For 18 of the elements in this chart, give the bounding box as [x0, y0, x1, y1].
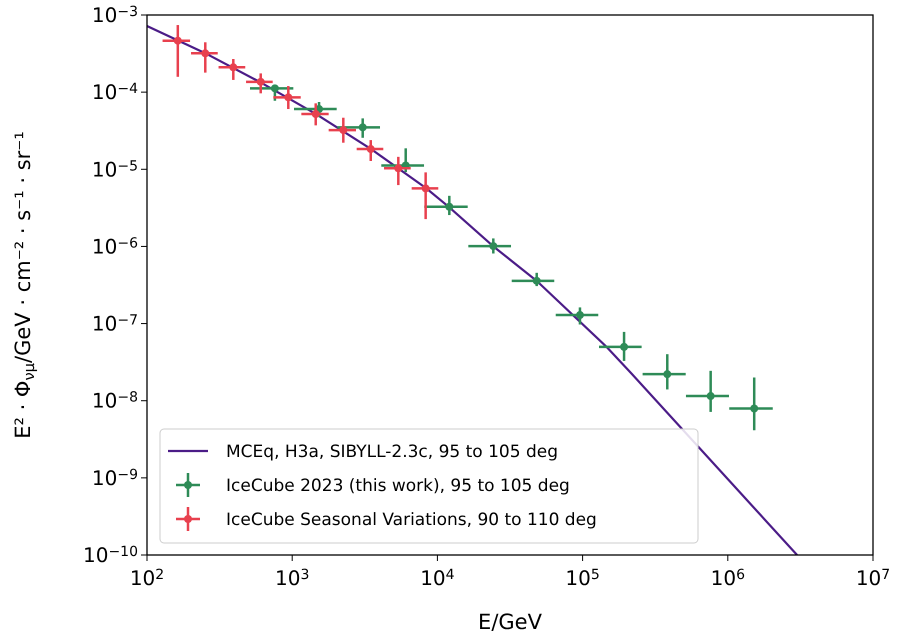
- x-tick-label: 10$^{5}$: [565, 566, 600, 590]
- x-tick-label: 10$^{7}$: [856, 566, 890, 590]
- y-tick-label: 10$^{−10}$: [83, 543, 138, 567]
- x-tick-label: 10$^{3}$: [275, 566, 310, 590]
- y-tick-label: 10$^{−3}$: [92, 3, 138, 27]
- legend-label: MCEq, H3a, SIBYLL-2.3c, 95 to 105 deg: [226, 442, 558, 462]
- x-tick-label: 10$^{4}$: [420, 566, 455, 590]
- legend-label: IceCube Seasonal Variations, 90 to 110 deg: [226, 510, 597, 530]
- y-tick-label: 10$^{−4}$: [92, 80, 138, 104]
- y-tick-label: 10$^{−6}$: [92, 234, 138, 258]
- y-tick-label: 10$^{−5}$: [92, 157, 138, 182]
- y-tick-label: 10$^{−9}$: [92, 466, 138, 490]
- y-tick-label: 10$^{−8}$: [92, 388, 138, 413]
- x-axis-title: E/GeV: [478, 610, 543, 634]
- x-tick-label: 10$^{2}$: [130, 566, 164, 590]
- y-tick-label: 10$^{−7}$: [92, 312, 138, 336]
- x-tick-label: 10$^{6}$: [710, 566, 746, 590]
- legend-label: IceCube 2023 (this work), 95 to 105 deg: [226, 476, 570, 496]
